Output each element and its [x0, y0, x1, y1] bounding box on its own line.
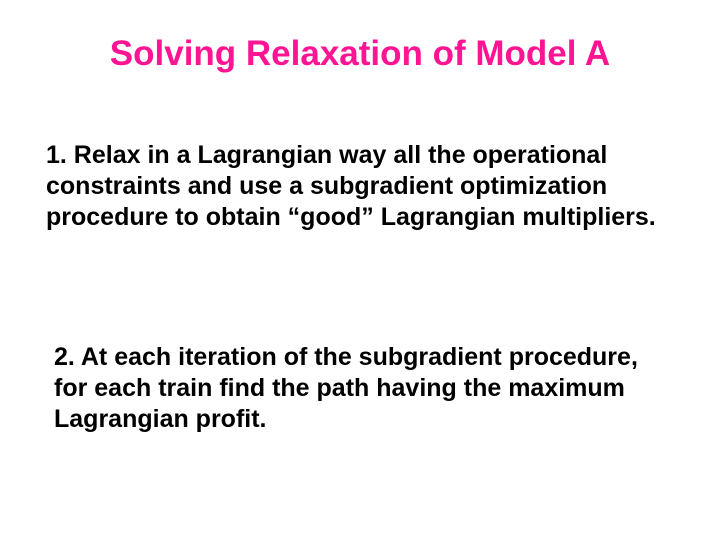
paragraph-1: 1. Relax in a Lagrangian way all the ope… [46, 140, 666, 233]
slide: Solving Relaxation of Model A 1. Relax i… [0, 0, 720, 540]
slide-title: Solving Relaxation of Model A [0, 34, 720, 74]
paragraph-2: 2. At each iteration of the subgradient … [54, 342, 664, 435]
